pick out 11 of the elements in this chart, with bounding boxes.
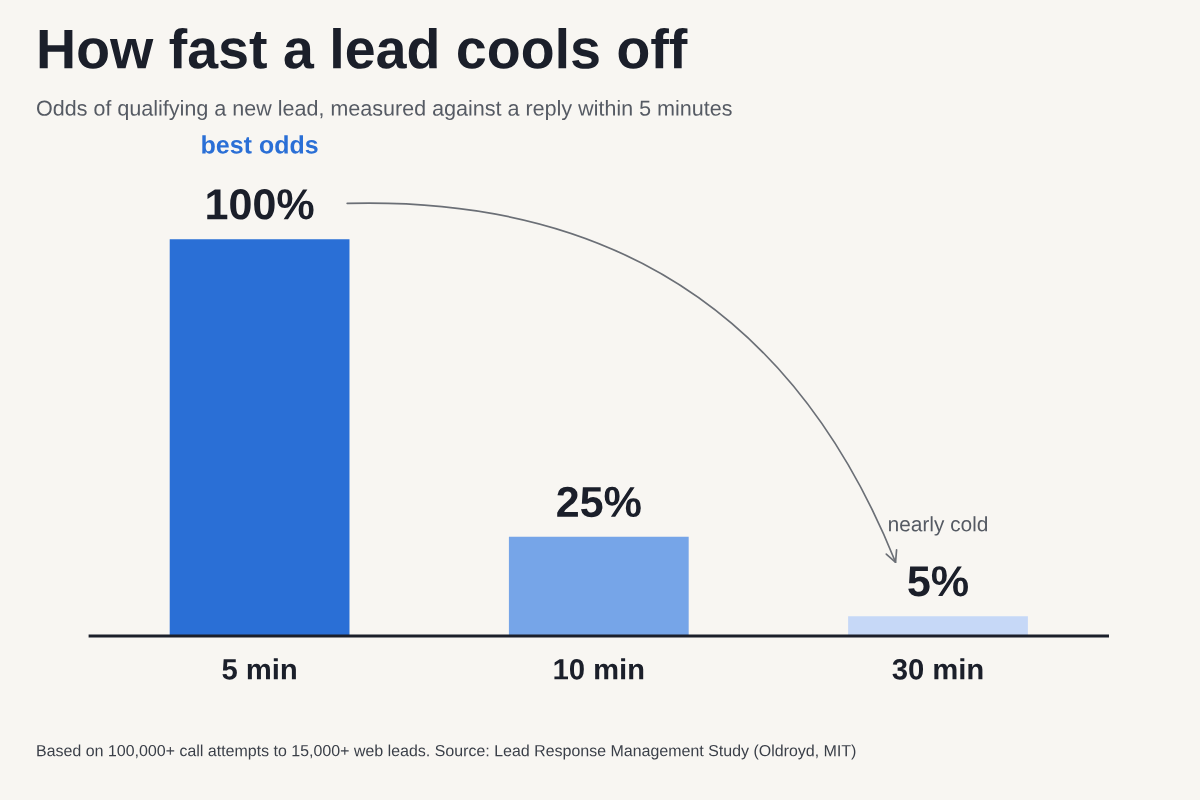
chart-title: How fast a lead cools off [39,28,688,69]
text: best odds [202,135,318,154]
x-tick-label: 5 min [222,658,296,680]
data-label: 5% [908,566,968,597]
x-tick-label: 10 min [554,658,644,680]
chart-subtitle: Odds of qualifying a new lead, measured against a reply within 5 minutes [37,100,732,121]
annotation: nearly cold [889,516,988,536]
text: Based on 100,000+ call attempts to 15,000+ web leads. Source: Lead Response Management Study (Oldroyd, MIT) [37,744,856,760]
data-label: 100% [207,189,314,220]
x-tick-label: 30 min [892,658,983,680]
data-label: 25% [557,486,641,518]
